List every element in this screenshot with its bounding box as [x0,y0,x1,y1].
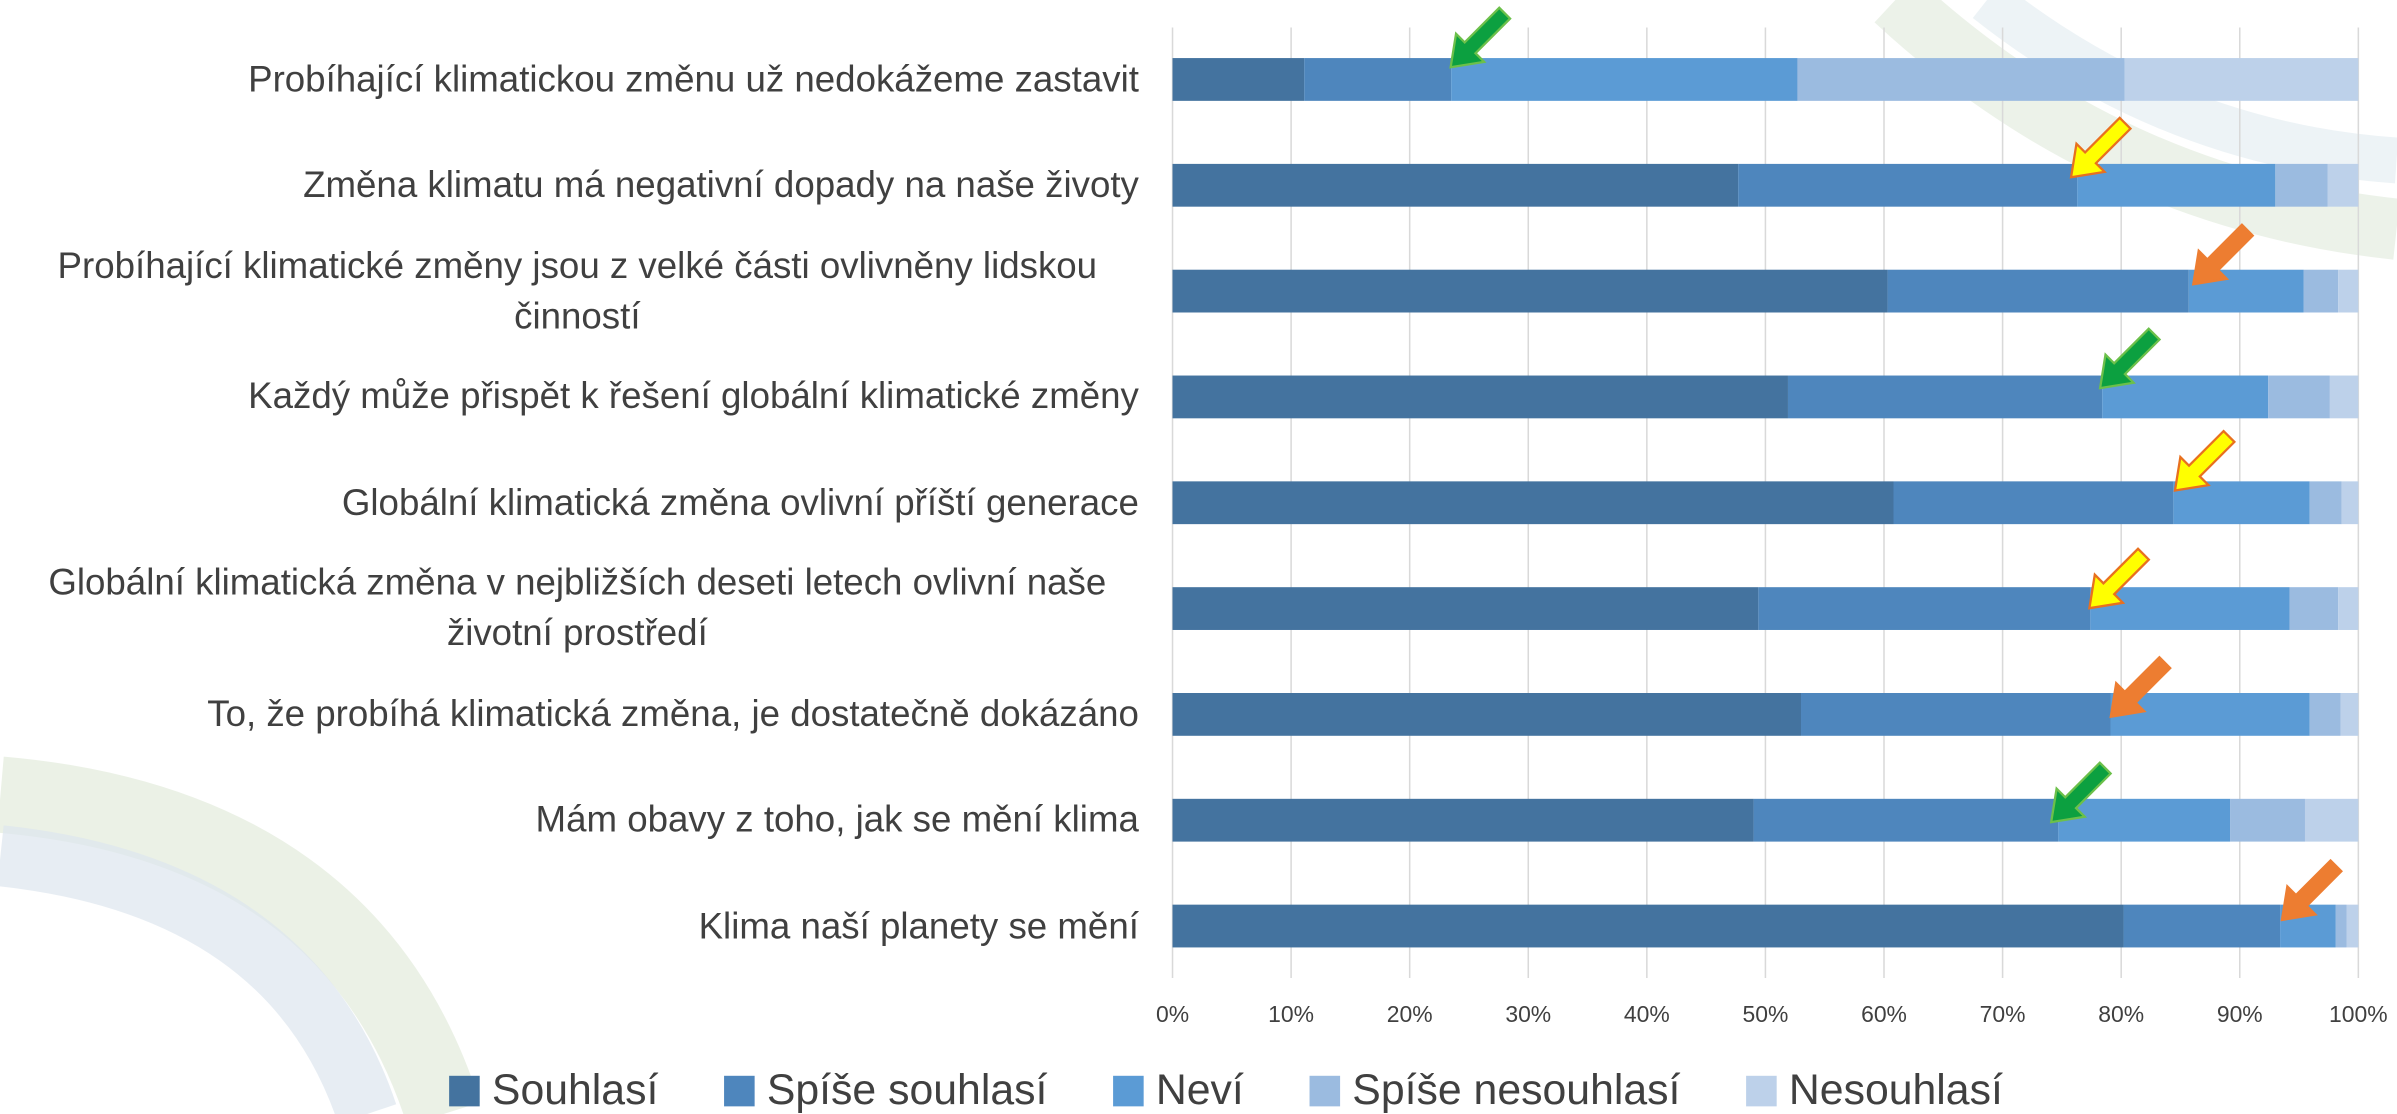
category-label-box: Globální klimatická změna ovlivní příští… [0,449,1138,556]
bar-segment [2338,587,2358,630]
bar-segment [1173,270,1888,313]
category-label-box: Každý může přispět k řešení globální kli… [0,343,1138,450]
category-label: Globální klimatická změna ovlivní příští… [342,478,1139,528]
bar-segment [1173,587,1759,630]
x-tick-label: 40% [1624,1001,1670,1027]
bar-segment [1797,58,2124,101]
bar-segment [1894,481,2174,524]
category-label-wrap: Probíhající klimatickou změnu už nedokáž… [0,26,1138,133]
bar-segment [2341,693,2359,736]
bar-segment [2305,799,2358,842]
bar-segment [1173,164,1739,207]
x-tick-label: 30% [1505,1001,1551,1027]
legend-label: Spíše souhlasí [767,1066,1048,1114]
bar-segment [2330,376,2358,419]
bar-segment [2125,58,2359,101]
category-label-wrap: Každý může přispět k řešení globální kli… [0,343,1138,450]
page: {"chart_data": {"type": "stacked-bar-hor… [0,0,2397,1114]
legend: Souhlasí Spíše souhlasí Neví Spíše nesouhla… [449,1066,2003,1114]
category-label-box: To, že probíhá klimatická změna, je dost… [0,661,1138,768]
bar-segment [2058,799,2230,842]
chart: 0% 10% 20% 30% 40% 50% 60% 70% 80% 90% 100% Probíha… [0,0,2397,1114]
x-tick-label: 90% [2217,1001,2263,1027]
category-label: Probíhající klimatické změny jsou z velk… [16,241,1139,342]
bar-segment [1738,164,2077,207]
x-tick-label: 0% [1156,1001,1189,1027]
category-label: Probíhající klimatickou změnu už nedokáž… [248,54,1139,104]
x-tick-label: 70% [1980,1001,2026,1027]
category-label-wrap: Globální klimatická změna ovlivní příští… [0,449,1138,556]
bar-segment [1173,58,1305,101]
bar-segment [1304,58,1451,101]
bar-segment [1788,376,2102,419]
category-label-wrap: Klima naší planety se mění [0,873,1138,980]
x-tick-label: 10% [1268,1001,1314,1027]
bar-segment [2338,270,2358,313]
category-label: Globální klimatická změna v nejbližších … [16,558,1139,659]
bar-segment [2077,164,2275,207]
category-label: To, že probíhá klimatická změna, je dost… [207,689,1139,739]
category-label-wrap: Mám obavy z toho, jak se mění klima [0,767,1138,874]
category-label-box: Změna klimatu má negativní dopady na naš… [0,132,1138,239]
bar-segment [1173,693,1801,736]
bar-segment [2268,376,2330,419]
legend-label: Souhlasí [492,1066,659,1114]
bar-segment [1173,905,2124,948]
x-tick-label: 50% [1743,1001,1789,1027]
x-tick-label: 60% [1861,1001,1907,1027]
legend-label: Spíše nesouhlasí [1352,1066,1680,1114]
category-label-box: Probíhající klimatickou změnu už nedokáž… [0,26,1138,133]
bar-segment [1888,270,2189,313]
legend-label: Nesouhlasí [1789,1066,2003,1114]
category-label: Klima naší planety se mění [699,901,1139,951]
bar-segment [2310,693,2341,736]
category-label-box: Globální klimatická změna v nejbližších … [0,555,1138,662]
category-label-wrap: Globální klimatická změna v nejbližších … [0,555,1138,662]
x-tick-label: 100% [2329,1001,2388,1027]
category-label-box: Probíhající klimatické změny jsou z velk… [0,238,1138,345]
bar-segment [2124,905,2281,948]
legend-swatch [449,1076,480,1107]
bar-segment [2275,164,2327,207]
x-tick-label: 20% [1387,1001,1433,1027]
bar-segment [2336,905,2347,948]
legend-swatch [724,1076,755,1107]
category-label: Každý může přispět k řešení globální kli… [248,372,1139,422]
category-label-wrap: Změna klimatu má negativní dopady na naš… [0,132,1138,239]
bar-segment [2090,587,2289,630]
legend-swatch [1746,1076,1777,1107]
legend-swatch [1310,1076,1341,1107]
x-tick-label: 80% [2098,1001,2144,1027]
bar-segment [1173,376,1788,419]
category-label-wrap: To, že probíhá klimatická změna, je dost… [0,661,1138,768]
bar-segment [1451,58,1797,101]
bar-segment [2342,481,2359,524]
category-label: Mám obavy z toho, jak se mění klima [536,795,1139,845]
category-label-wrap: Probíhající klimatické změny jsou z velk… [0,238,1138,345]
bar-segment [1801,693,2110,736]
bar-segment [2328,164,2359,207]
bar-segment [1758,587,2090,630]
legend-swatch [1113,1076,1144,1107]
legend-label: Neví [1156,1066,1244,1114]
bar-segment [1173,481,1894,524]
category-label-box: Mám obavy z toho, jak se mění klima [0,767,1138,874]
bar-segment [2310,481,2342,524]
bar-segment [1754,799,2059,842]
bar-segment [2290,587,2339,630]
bar-segment [1173,799,1754,842]
bar-segment [2230,799,2305,842]
bar-segment [2346,905,2358,948]
category-label: Změna klimatu má negativní dopady na naš… [303,160,1139,210]
bar-segment [2304,270,2338,313]
category-label-box: Klima naší planety se mění [0,873,1138,980]
